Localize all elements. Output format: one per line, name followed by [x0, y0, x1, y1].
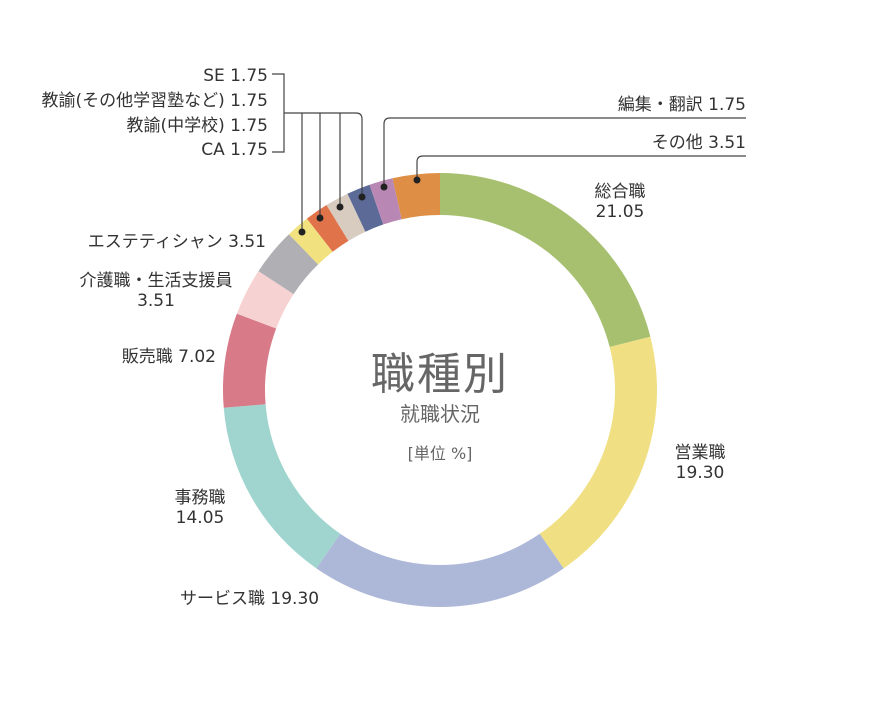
slice-2 [316, 533, 564, 607]
leader-dots [298, 176, 421, 236]
label-jimu: 事務職 14.05 [174, 488, 226, 528]
chart-title: 職種別 [371, 349, 509, 400]
label-other: その他 3.51 [651, 133, 746, 153]
label-eigyo: 営業職 19.30 [674, 443, 726, 483]
slice-6 [258, 234, 319, 295]
label-henshu: 編集・翻訳 1.75 [617, 95, 746, 115]
label-kyoyu-jh: 教諭(中学校) 1.75 [126, 116, 268, 136]
chart-subtitle: 就職状況 [400, 402, 480, 426]
slice-11 [369, 178, 402, 225]
label-sogo: 総合職 21.05 [594, 182, 646, 222]
label-hanbai: 販売職 7.02 [121, 347, 216, 367]
slice-4 [223, 313, 277, 408]
unit-label: [単位 %] [407, 444, 473, 463]
slice-5 [236, 271, 294, 329]
slice-3 [223, 404, 341, 569]
slice-0 [440, 173, 651, 348]
label-ca: CA 1.75 [201, 140, 268, 160]
label-se: SE 1.75 [203, 66, 268, 86]
slice-12 [392, 173, 440, 220]
label-esthe: エステティシャン 3.51 [87, 232, 266, 252]
slice-1 [539, 336, 658, 569]
label-kyoyu-other: 教諭(その他学習塾など) 1.75 [41, 91, 268, 111]
bracket-line [272, 73, 285, 153]
slice-10 [347, 184, 384, 232]
label-kaigo: 介護職・生活支援員 3.51 [79, 271, 233, 311]
slice-9 [326, 193, 366, 241]
leader-lines [272, 73, 746, 232]
label-service: サービス職 19.30 [180, 589, 320, 609]
